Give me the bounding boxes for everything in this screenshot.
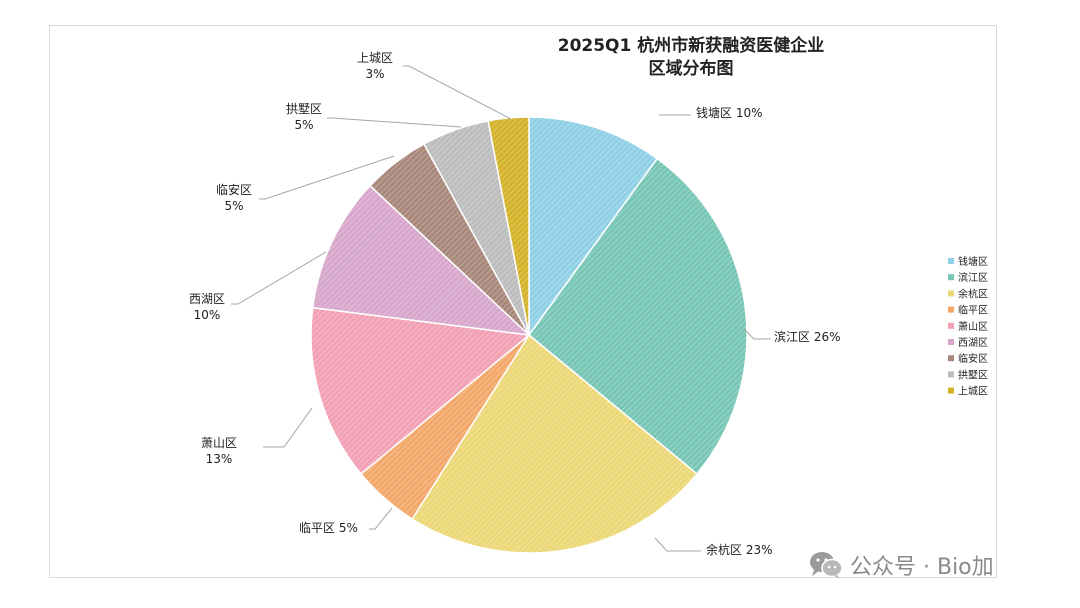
pie-slice-texture bbox=[423, 120, 529, 335]
slice-label: 临安区 bbox=[216, 182, 252, 197]
legend-entry: 上城区 bbox=[958, 386, 988, 398]
pie-slice-texture bbox=[361, 335, 529, 520]
legend-swatch bbox=[948, 306, 954, 313]
legend-entry: 滨江区 bbox=[958, 271, 988, 284]
slice-label: 临平区 5% bbox=[299, 521, 358, 535]
watermark-text: 公众号 · Bio加 bbox=[850, 555, 994, 580]
slice-label: 余杭区 23% bbox=[706, 542, 773, 557]
legend-swatch bbox=[948, 355, 954, 362]
leader-line bbox=[231, 251, 327, 305]
legend-swatch bbox=[948, 339, 954, 345]
slice-label: 5% bbox=[294, 118, 313, 132]
slice-label: 滨江区 26% bbox=[774, 329, 841, 344]
pie-slice-texture bbox=[529, 158, 747, 474]
slice-labels: 钱塘区 10% 滨江区 26% 余杭区 23% 临平区 5% 萧山区 13% 西湖区 10% 临… bbox=[189, 51, 841, 557]
leader-line bbox=[259, 155, 395, 200]
watermark: 公众号 · Bio加 bbox=[808, 548, 994, 582]
slice-label: 3% bbox=[365, 67, 384, 81]
pie-slice-texture bbox=[370, 143, 529, 335]
pie-slice-texture bbox=[412, 335, 697, 553]
legend-entry: 萧山区 bbox=[958, 321, 988, 333]
slice-label: 西湖区 bbox=[189, 291, 225, 306]
pie-slices bbox=[310, 116, 748, 554]
slice-label: 13% bbox=[206, 452, 233, 466]
leader-line bbox=[327, 117, 462, 128]
pie-slice-texture bbox=[310, 307, 529, 474]
legend-swatch bbox=[948, 322, 954, 329]
leader-lines bbox=[231, 65, 771, 552]
leader-line bbox=[369, 507, 393, 530]
pie-slice-texture bbox=[529, 117, 658, 335]
legend-entry: 临安区 bbox=[958, 352, 988, 365]
leader-line bbox=[741, 326, 771, 340]
chart-frame: 2025Q1 杭州市新获融资医健企业 区域分布图 钱塘区 10% 滨江区 26% 余杭… bbox=[49, 25, 997, 578]
legend-entry: 临平区 bbox=[958, 304, 988, 317]
pie-slice-texture bbox=[312, 185, 529, 335]
leader-line bbox=[654, 537, 701, 552]
chart-title-line: 区域分布图 bbox=[649, 58, 734, 79]
legend-swatch bbox=[948, 290, 954, 297]
leader-line bbox=[403, 65, 512, 120]
legend-entry: 拱墅区 bbox=[958, 368, 988, 381]
slice-label: 萧山区 bbox=[201, 436, 237, 450]
legend-swatch bbox=[948, 387, 954, 394]
slice-label: 10% bbox=[194, 308, 221, 322]
slice-label: 5% bbox=[224, 199, 243, 213]
legend-swatch bbox=[948, 258, 954, 264]
legend-swatch bbox=[948, 274, 954, 281]
legend-entry: 西湖区 bbox=[958, 337, 988, 349]
legend-entry: 余杭区 bbox=[958, 287, 988, 300]
chart-title-line: 2025Q1 杭州市新获融资医健企业 bbox=[558, 35, 825, 56]
leader-line bbox=[263, 407, 313, 448]
slice-label: 拱墅区 bbox=[286, 102, 322, 116]
slice-label: 上城区 bbox=[357, 51, 393, 65]
legend-entry: 钱塘区 bbox=[958, 255, 988, 268]
legend-swatch bbox=[948, 371, 954, 378]
wechat-icon bbox=[810, 552, 843, 579]
pie-slice-texture bbox=[488, 117, 529, 335]
slice-label: 钱塘区 10% bbox=[696, 105, 763, 120]
